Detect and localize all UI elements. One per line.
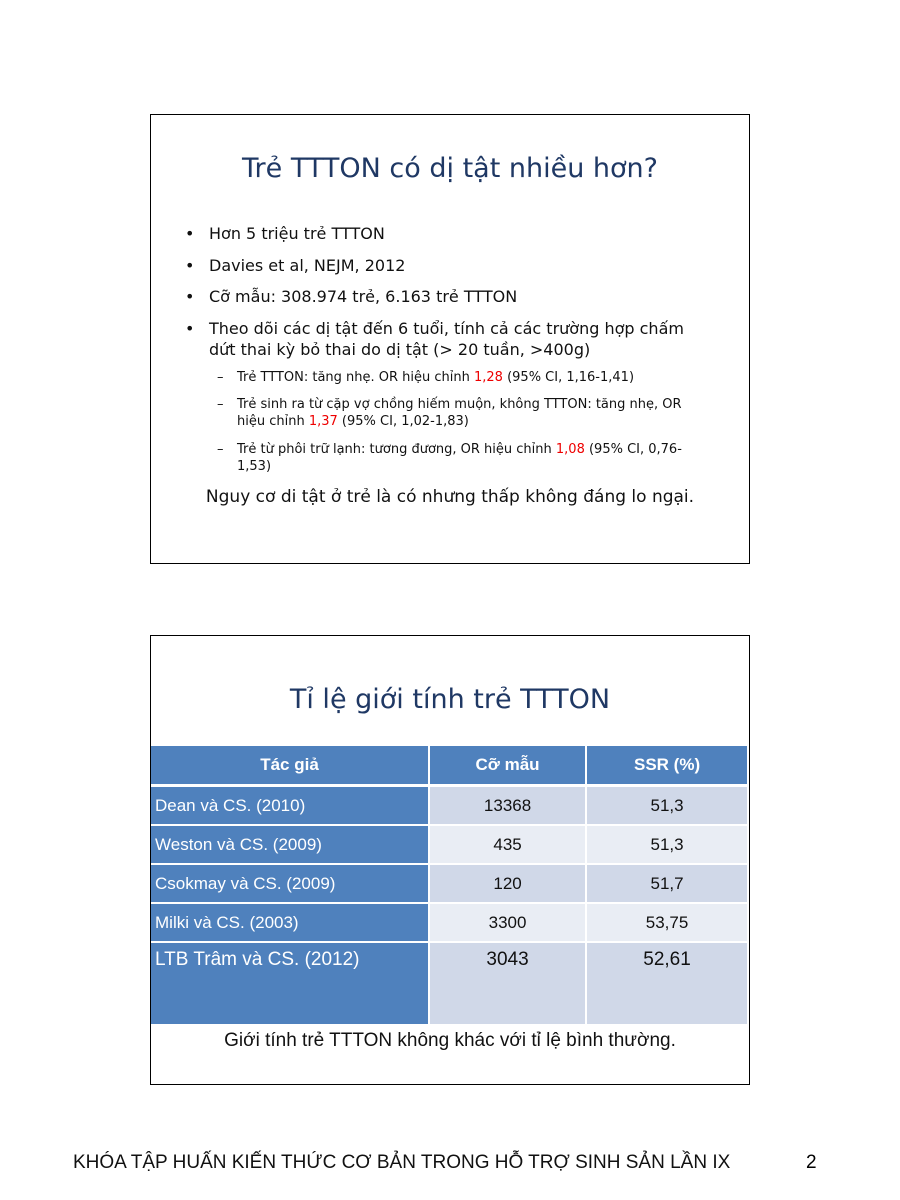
table-row: LTB Trâm và CS. (2012) 3043 52,61 — [151, 942, 749, 1026]
conclusion: Nguy cơ di tật ở trẻ là có nhưng thấp kh… — [205, 487, 695, 507]
sex-ratio-table: Tác giả Cỡ mẫu SSR (%) Dean và CS. (2010) 1… — [151, 746, 749, 1026]
highlight-value: 1,37 — [308, 414, 338, 429]
header-sample: Cỡ mẫu — [429, 746, 588, 787]
table-row: Weston và CS. (2009) 435 51,3 — [151, 825, 749, 865]
cell: 3300 — [429, 903, 588, 943]
text: Trẻ từ phôi trữ lạnh: tương đương, OR hi… — [237, 442, 556, 457]
page-number: 2 — [806, 1152, 817, 1173]
highlight-value: 1,28 — [474, 370, 503, 385]
highlight-value: 1,08 — [555, 442, 585, 457]
cell: 435 — [429, 825, 588, 865]
slide-title: Tỉ lệ giới tính trẻ TTTON — [289, 684, 611, 715]
sub-bullet: Trẻ từ phôi trữ lạnh: tương đương, OR hi… — [217, 441, 697, 475]
header-author: Tác giả — [151, 746, 430, 787]
text: (95% CI, 0,76-1,53) — [237, 442, 682, 474]
sub-bullet: Trẻ sinh ra từ cặp vợ chồng hiếm muộn, k… — [217, 396, 697, 430]
cell: 52,61 — [586, 942, 749, 1026]
text: Trẻ sinh ra từ cặp vợ chồng hiếm muộn, k… — [237, 397, 682, 429]
bullet: Davies et al, NEJM, 2012 — [185, 255, 705, 276]
cell: Csokmay và CS. (2009) — [151, 864, 430, 904]
cell: 120 — [429, 864, 588, 904]
slide-birth-defects: Trẻ TTTON có dị tật nhiều hơn? Hơn 5 tri… — [150, 114, 750, 564]
bullet: Cỡ mẫu: 308.974 trẻ, 6.163 trẻ TTTON — [185, 286, 705, 307]
bullet: Hơn 5 triệu trẻ TTTON — [185, 223, 705, 244]
cell: Milki và CS. (2003) — [151, 903, 430, 943]
text: (95% CI, 1,02-1,83) — [337, 414, 469, 429]
header-ssr: SSR (%) — [586, 746, 749, 787]
bullet-text: Theo dõi các dị tật đến 6 tuổi, tính cả … — [209, 319, 684, 359]
text: Trẻ TTTON: tăng nhẹ. OR hiệu chỉnh — [237, 370, 474, 385]
bullet-text: Davies et al, NEJM, 2012 — [209, 256, 406, 275]
cell: 51,3 — [586, 785, 749, 826]
table-row: Milki và CS. (2003) 3300 53,75 — [151, 903, 749, 943]
table-header: Tác giả Cỡ mẫu SSR (%) — [151, 746, 749, 787]
cell: 51,3 — [586, 825, 749, 865]
cell: 53,75 — [586, 903, 749, 943]
conclusion: Giới tính trẻ TTTON không khác với tỉ lệ… — [224, 1030, 676, 1051]
text: (95% CI, 1,16-1,41) — [502, 370, 635, 385]
cell: Dean và CS. (2010) — [151, 785, 430, 826]
slide-sex-ratio: Tỉ lệ giới tính trẻ TTTON Tác giả Cỡ mẫu S… — [150, 635, 750, 1085]
cell: LTB Trâm và CS. (2012) — [151, 942, 430, 1026]
bullet: Theo dõi các dị tật đến 6 tuổi, tính cả … — [185, 318, 705, 360]
cell: Weston và CS. (2009) — [151, 825, 430, 865]
slide-title: Trẻ TTTON có dị tật nhiều hơn? — [242, 153, 658, 184]
table-row: Csokmay và CS. (2009) 120 51,7 — [151, 864, 749, 904]
sub-bullet: Trẻ TTTON: tăng nhẹ. OR hiệu chỉnh 1,28 … — [217, 369, 697, 386]
table-row: Dean và CS. (2010) 13368 51,3 — [151, 785, 749, 826]
footer-text: KHÓA TẬP HUẤN KIẾN THỨC CƠ BẢN TRONG HỖ … — [73, 1152, 731, 1173]
cell: 3043 — [429, 942, 588, 1026]
bullet-text: Cỡ mẫu: 308.974 trẻ, 6.163 trẻ TTTON — [209, 287, 518, 306]
bullet-text: Hơn 5 triệu trẻ TTTON — [209, 224, 385, 243]
cell: 13368 — [429, 785, 588, 826]
cell: 51,7 — [586, 864, 749, 904]
